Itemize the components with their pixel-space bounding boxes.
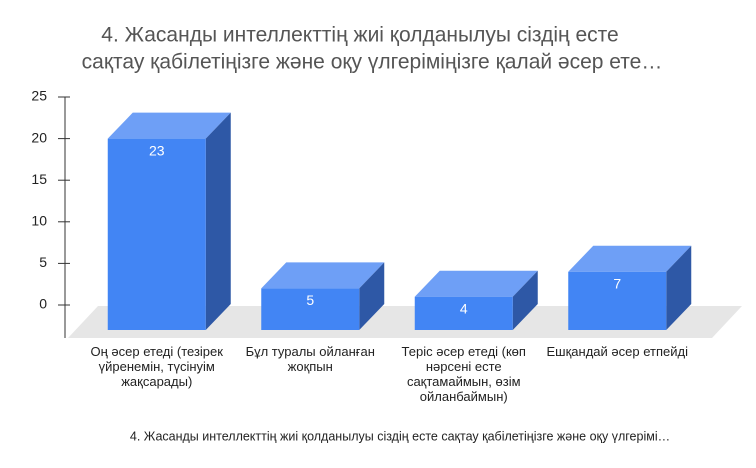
bar-top (568, 245, 692, 272)
bar-front (568, 271, 667, 330)
bar-front (261, 288, 360, 330)
x-tick-label: Ешқандай әсер етпейді (546, 344, 688, 359)
bar (414, 270, 538, 330)
bar (261, 262, 385, 330)
y-tick-label: 20 (31, 129, 47, 145)
x-tick-label-box: Ешқандай әсер етпейді (546, 344, 688, 359)
value-label: 5 (306, 292, 314, 308)
x-tick-label: Теріс әсер етеді (көп нәрсені есте сақта… (401, 344, 526, 404)
x-tick-label-box: Бұл туралы ойланған жоқпын (245, 344, 375, 374)
y-tick-label: 10 (31, 213, 47, 229)
bar-side (512, 270, 538, 330)
bar-front (414, 296, 513, 330)
bar (568, 245, 692, 330)
bar-side (205, 112, 231, 330)
value-label: 7 (613, 275, 621, 291)
x-tick-label: Оң әсер етеді (тезірек үйренемін, түсіну… (90, 344, 223, 389)
value-label: 4 (460, 300, 468, 316)
bar (107, 112, 231, 330)
chart-title: 4. Жасанды интеллекттің жиі қолданылуы с… (101, 24, 618, 47)
bar-side (666, 245, 692, 330)
bar-front (107, 138, 206, 330)
y-tick-label: 5 (39, 254, 47, 270)
bar-side (359, 262, 385, 330)
chart-title: сақтау қабілетіңізге және оқу үлгеріміңі… (82, 51, 663, 74)
bar-top (261, 262, 385, 289)
x-axis-title: 4. Жасанды интеллекттің жиі қолданылуы с… (130, 429, 670, 443)
value-label: 23 (149, 142, 165, 158)
x-tick-label-box: Теріс әсер етеді (көп нәрсені есте сақта… (401, 344, 526, 404)
y-tick-label: 25 (31, 88, 47, 104)
x-tick-label-box: Оң әсер етеді (тезірек үйренемін, түсіну… (90, 344, 223, 389)
y-tick-label: 15 (31, 171, 47, 187)
y-tick-label: 0 (39, 296, 47, 312)
bar-top (414, 270, 538, 297)
bar-top (107, 112, 231, 139)
x-tick-label: Бұл туралы ойланған жоқпын (245, 344, 375, 374)
